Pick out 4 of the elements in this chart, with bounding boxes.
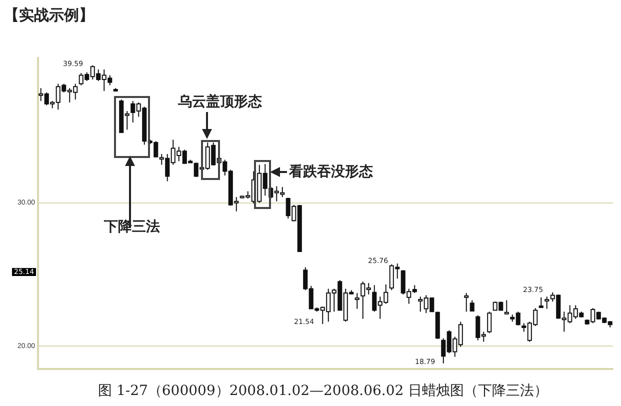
annotation: 看跌吞没形态 <box>289 163 373 181</box>
chart-title: 【实战示例】 <box>4 6 94 25</box>
caption: 图 1-27（600009）2008.01.02—2008.06.02 日蜡烛图（下降三法） <box>98 382 548 400</box>
annotation: 乌云盖顶形态 <box>178 93 262 111</box>
